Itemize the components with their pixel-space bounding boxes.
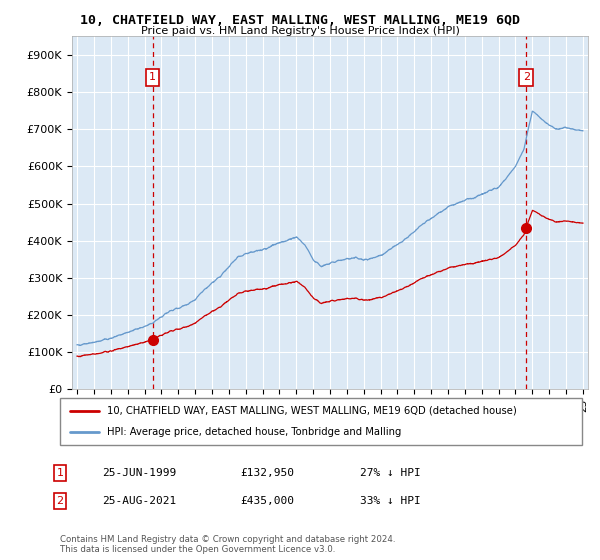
Text: 25-AUG-2021: 25-AUG-2021 bbox=[102, 496, 176, 506]
Text: 1: 1 bbox=[56, 468, 64, 478]
Text: 33% ↓ HPI: 33% ↓ HPI bbox=[360, 496, 421, 506]
Text: 1: 1 bbox=[149, 72, 156, 82]
Text: 2: 2 bbox=[523, 72, 530, 82]
Text: 10, CHATFIELD WAY, EAST MALLING, WEST MALLING, ME19 6QD: 10, CHATFIELD WAY, EAST MALLING, WEST MA… bbox=[80, 14, 520, 27]
Text: 10, CHATFIELD WAY, EAST MALLING, WEST MALLING, ME19 6QD (detached house): 10, CHATFIELD WAY, EAST MALLING, WEST MA… bbox=[107, 406, 517, 416]
Text: Price paid vs. HM Land Registry's House Price Index (HPI): Price paid vs. HM Land Registry's House … bbox=[140, 26, 460, 36]
Text: 2: 2 bbox=[56, 496, 64, 506]
Text: 27% ↓ HPI: 27% ↓ HPI bbox=[360, 468, 421, 478]
Text: Contains HM Land Registry data © Crown copyright and database right 2024.
This d: Contains HM Land Registry data © Crown c… bbox=[60, 535, 395, 554]
Text: £435,000: £435,000 bbox=[240, 496, 294, 506]
Text: HPI: Average price, detached house, Tonbridge and Malling: HPI: Average price, detached house, Tonb… bbox=[107, 427, 401, 437]
Text: £132,950: £132,950 bbox=[240, 468, 294, 478]
Text: 25-JUN-1999: 25-JUN-1999 bbox=[102, 468, 176, 478]
